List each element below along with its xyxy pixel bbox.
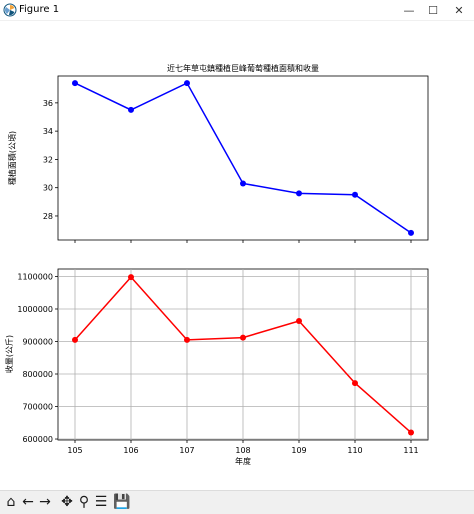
bottom-y-tick-label: 900000: [22, 337, 53, 346]
top-data-point: [296, 190, 302, 197]
bottom-y-tick-label: 600000: [22, 435, 53, 444]
top-data-point: [128, 106, 134, 113]
matplotlib-app-icon: [3, 3, 17, 17]
top-y-tick-label: 34: [43, 127, 53, 136]
bottom-x-tick-label: 108: [235, 446, 250, 455]
save-icon[interactable]: 💾: [113, 494, 131, 510]
top-y-axis-label: 種植面積(公頃): [7, 131, 17, 185]
top-series-line: [74, 82, 412, 234]
bottom-y-tick-label: 800000: [22, 370, 53, 379]
bottom-data-point: [408, 429, 414, 436]
minimize-button[interactable]: —: [403, 3, 415, 17]
bottom-y-tick-label: 700000: [22, 403, 53, 412]
back-arrow-icon[interactable]: ←: [22, 494, 34, 510]
top-chart-title: 近七年草屯鎮種植巨峰葡萄種植面積和收量: [167, 63, 319, 73]
bottom-x-tick-label: 111: [403, 446, 418, 455]
bottom-x-tick-label: 106: [123, 446, 138, 455]
bottom-x-tick-label: 110: [347, 446, 362, 455]
top-y-tick-label: 36: [43, 99, 53, 108]
top-data-point: [352, 191, 358, 198]
top-plot-frame: [57, 75, 429, 241]
bottom-data-point: [352, 380, 358, 387]
pan-icon[interactable]: ✥: [61, 494, 73, 510]
top-y-tick-label: 32: [43, 155, 53, 164]
figure-canvas: 近七年草屯鎮種植巨峰葡萄種植面積和收量 種植面積(公頃) 2830323436 …: [4, 63, 429, 466]
bottom-y-axis-label: 收量(公斤): [4, 335, 14, 373]
top-data-point: [72, 80, 78, 87]
navigation-toolbar: ⌂ ← → ✥ ⚲ ☰ 💾: [0, 490, 474, 514]
bottom-data-point: [184, 336, 190, 343]
bottom-data-point: [240, 334, 246, 341]
window-titlebar: Figure 1 — ☐ ✕: [0, 0, 474, 21]
bottom-data-point: [72, 336, 78, 343]
yield-chart-axes: 收量(公斤) 年度 600000 700000 800000 900000 100000…: [4, 268, 429, 466]
bottom-x-axis-label: 年度: [235, 456, 251, 466]
home-icon[interactable]: ⌂: [6, 494, 16, 510]
configure-subplots-icon[interactable]: ☰: [94, 494, 108, 510]
window-title: Figure 1: [19, 4, 60, 15]
bottom-data-point: [128, 274, 134, 281]
close-button[interactable]: ✕: [454, 3, 464, 17]
bottom-x-tick-label: 107: [179, 446, 194, 455]
top-data-point: [240, 180, 246, 187]
top-y-tick-label: 28: [43, 212, 53, 221]
top-data-point: [408, 229, 414, 236]
bottom-y-tick-label: 1000000: [17, 305, 53, 314]
forward-arrow-icon[interactable]: →: [39, 494, 51, 510]
zoom-icon[interactable]: ⚲: [78, 494, 90, 510]
bottom-data-point: [296, 318, 302, 325]
top-y-tick-label: 30: [43, 184, 53, 193]
bottom-y-tick-label: 1100000: [17, 272, 53, 281]
top-data-point: [184, 80, 190, 87]
maximize-button[interactable]: ☐: [428, 3, 438, 17]
bottom-x-tick-label: 109: [291, 446, 306, 455]
area-chart-axes: 近七年草屯鎮種植巨峰葡萄種植面積和收量 種植面積(公頃) 28 30 32 34 36: [7, 63, 429, 243]
bottom-x-tick-label: 105: [67, 446, 82, 455]
